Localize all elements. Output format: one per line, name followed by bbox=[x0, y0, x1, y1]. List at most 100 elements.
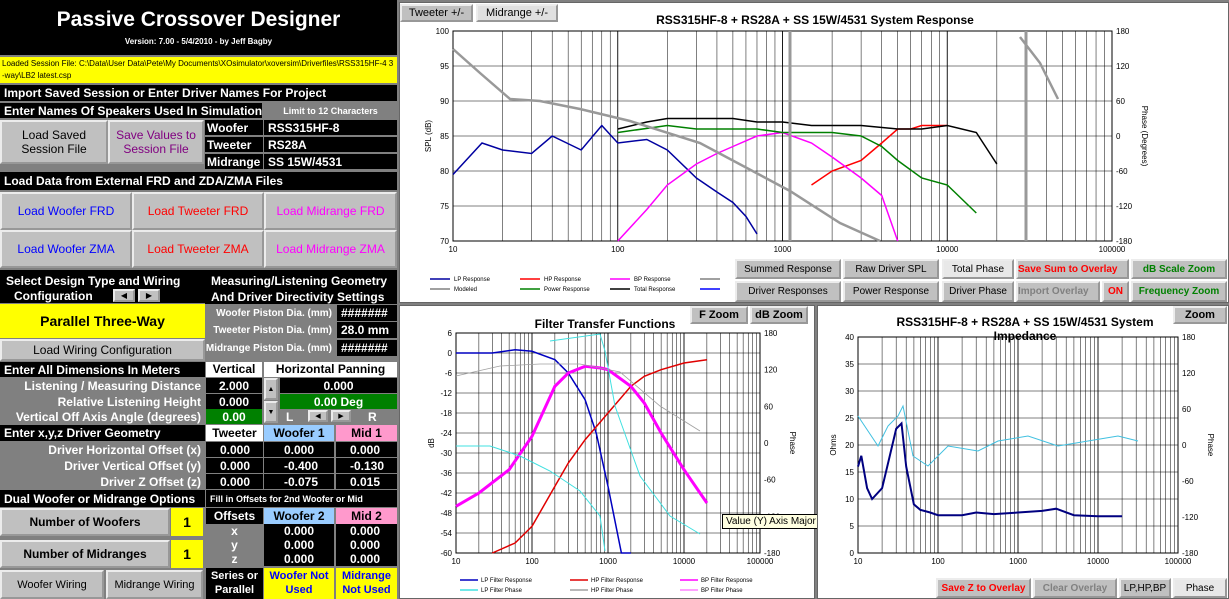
off-axis-value[interactable]: 0.00 bbox=[206, 409, 262, 424]
y2-tick-label: 120 bbox=[1182, 369, 1196, 378]
tweeter-name-label: Tweeter bbox=[205, 137, 263, 152]
load-midrange-zma-button[interactable]: Load Midrange ZMA bbox=[264, 230, 397, 268]
geom-row-y-woofer[interactable]: -0.400 bbox=[264, 458, 334, 473]
load-woofer-zma-button[interactable]: Load Woofer ZMA bbox=[0, 230, 132, 268]
geom-row-z-mid[interactable]: 0.015 bbox=[336, 474, 397, 489]
y-tick-label: 90 bbox=[440, 97, 449, 106]
plot-frame bbox=[452, 30, 1113, 242]
lp-hp-bp-button[interactable]: LP,HP,BP bbox=[1119, 578, 1171, 598]
spl-series-3 bbox=[617, 124, 977, 214]
geom-row-y-mid[interactable]: -0.130 bbox=[336, 458, 397, 473]
mid-piston-value[interactable]: ####### bbox=[337, 340, 397, 356]
x-tick-label: 100000 bbox=[747, 557, 774, 566]
import-overlay-button[interactable]: Import Overlay bbox=[1016, 281, 1100, 302]
geom-row-z-tweeter[interactable]: 0.000 bbox=[206, 474, 263, 489]
design-header-2: Configuration bbox=[14, 289, 93, 303]
dual-y-woofer[interactable]: 0.000 bbox=[264, 538, 334, 552]
listen-distance-h-value[interactable]: 0.000 bbox=[280, 378, 397, 393]
y2-tick-label: 0 bbox=[1116, 132, 1121, 141]
dual-y-mid[interactable]: 0.000 bbox=[336, 538, 397, 552]
x-tick-label: 10 bbox=[854, 557, 863, 566]
tweeter-piston-value[interactable]: 28.0 mm bbox=[337, 322, 397, 338]
offsets-header: Offsets bbox=[206, 508, 263, 524]
midrange-wiring-button[interactable]: Midrange Wiring bbox=[106, 570, 203, 599]
y2-tick-label: 180 bbox=[1182, 333, 1196, 342]
db-zoom-button[interactable]: dB Zoom bbox=[750, 306, 808, 324]
num-woofers-value[interactable]: 1 bbox=[171, 508, 203, 536]
num-mids-value[interactable]: 1 bbox=[171, 540, 203, 568]
col-tweeter-header: Tweeter bbox=[206, 425, 263, 441]
dual-z-woofer[interactable]: 0.000 bbox=[264, 552, 334, 566]
legend-label: LP Filter Phase bbox=[481, 588, 523, 594]
geom-row-x-mid[interactable]: 0.000 bbox=[336, 442, 397, 457]
x-tick-label: 10000 bbox=[1087, 557, 1110, 566]
pan-value: 0.00 Deg bbox=[280, 394, 397, 409]
listen-distance-value[interactable]: 2.000 bbox=[206, 378, 262, 393]
pan-right-button[interactable]: ▶ bbox=[331, 410, 351, 422]
overlay-on-button[interactable]: ON bbox=[1102, 281, 1129, 302]
x-tick-label: 1000 bbox=[599, 557, 617, 566]
pan-left-button[interactable]: ◀ bbox=[308, 410, 328, 422]
db-scale-zoom-button[interactable]: dB Scale Zoom bbox=[1131, 259, 1227, 279]
frequency-zoom-button[interactable]: Frequency Zoom bbox=[1131, 281, 1227, 302]
y-tick-label: -48 bbox=[440, 509, 452, 518]
geom-row-y-tweeter[interactable]: 0.000 bbox=[206, 458, 263, 473]
midrange-name-field[interactable]: SS 15W/4531 bbox=[264, 154, 397, 169]
impedance-zoom-button[interactable]: Zoom bbox=[1173, 306, 1227, 324]
y2-tick-label: -180 bbox=[1116, 237, 1133, 246]
tab-tweeter[interactable]: Tweeter +/- bbox=[400, 4, 473, 22]
total-phase-button[interactable]: Total Phase bbox=[942, 259, 1014, 279]
save-sum-overlay-button[interactable]: Save Sum to Overlay bbox=[1016, 259, 1129, 279]
raw-driver-spl-button[interactable]: Raw Driver SPL bbox=[843, 259, 939, 279]
y2-tick-label: 120 bbox=[764, 366, 778, 375]
woofer-wiring-button[interactable]: Woofer Wiring bbox=[0, 570, 104, 599]
y2-tick-label: -60 bbox=[1182, 477, 1194, 486]
save-z-overlay-button[interactable]: Save Z to Overlay bbox=[936, 578, 1031, 598]
legend-label: LP Response bbox=[454, 277, 491, 283]
dual-x-mid[interactable]: 0.000 bbox=[336, 524, 397, 538]
impedance-chart: 40 35 30 25 20 15 10 5 0 180 120 60 0 -60 -120 -180 10 10… bbox=[829, 333, 1215, 566]
clear-overlay-button[interactable]: Clear Overlay bbox=[1033, 578, 1117, 598]
app-version: Version: 7.00 - 5/4/2010 - by Jeff Bagby bbox=[124, 37, 273, 46]
save-values-button[interactable]: Save Values to Session File bbox=[108, 120, 204, 164]
load-tweeter-zma-button[interactable]: Load Tweeter ZMA bbox=[132, 230, 264, 268]
vertical-spin-up[interactable]: ▲ bbox=[264, 378, 278, 400]
geometry-xyz-header: Enter x,y,z Driver Geometry bbox=[0, 425, 205, 441]
driver-phase-button[interactable]: Driver Phase bbox=[942, 281, 1014, 302]
geometry-header-2: And Driver Directivity Settings bbox=[211, 290, 385, 304]
load-tweeter-frd-button[interactable]: Load Tweeter FRD bbox=[132, 192, 264, 230]
midrange-name-label: Midrange bbox=[205, 154, 263, 169]
f-zoom-button[interactable]: F Zoom bbox=[690, 306, 748, 324]
woofer-piston-value[interactable]: ####### bbox=[337, 305, 397, 321]
tweeter-name-field[interactable]: RS28A bbox=[264, 137, 397, 152]
x-tick-label: 1000 bbox=[774, 245, 792, 254]
load-wiring-button[interactable]: Load Wiring Configuration bbox=[0, 339, 205, 361]
vertical-header: Vertical bbox=[206, 362, 262, 377]
session-file-path: Loaded Session File: C:\Data\User Data\P… bbox=[0, 57, 397, 83]
x-tick-label: 100000 bbox=[1099, 245, 1126, 254]
load-woofer-frd-button[interactable]: Load Woofer FRD bbox=[0, 192, 132, 230]
dual-x-woofer[interactable]: 0.000 bbox=[264, 524, 334, 538]
listen-height-value[interactable]: 0.000 bbox=[206, 394, 262, 409]
driver-responses-button[interactable]: Driver Responses bbox=[735, 281, 841, 302]
tab-midrange[interactable]: Midrange +/- bbox=[476, 4, 558, 22]
load-midrange-frd-button[interactable]: Load Midrange FRD bbox=[264, 192, 397, 230]
x-tick-label: 1000 bbox=[1009, 557, 1027, 566]
design-prev-spinner[interactable]: ◀ bbox=[113, 289, 135, 302]
design-type-display: Parallel Three-Way bbox=[0, 304, 205, 338]
load-session-button[interactable]: Load Saved Session File bbox=[0, 120, 108, 164]
dual-z-label: z bbox=[206, 552, 263, 566]
dual-z-mid[interactable]: 0.000 bbox=[336, 552, 397, 566]
phase-button[interactable]: Phase bbox=[1173, 578, 1227, 598]
geom-row-x-woofer[interactable]: 0.000 bbox=[264, 442, 334, 457]
power-response-button[interactable]: Power Response bbox=[843, 281, 939, 302]
summed-response-button[interactable]: Summed Response bbox=[735, 259, 841, 279]
vertical-spin-down[interactable]: ▼ bbox=[264, 401, 278, 423]
pan-left-label: L bbox=[286, 410, 294, 424]
woofer-name-field[interactable]: RSS315HF-8 bbox=[264, 120, 397, 135]
legend-label: BP Filter Response bbox=[701, 578, 753, 584]
design-next-spinner[interactable]: ▶ bbox=[138, 289, 160, 302]
geom-row-z-woofer[interactable]: -0.075 bbox=[264, 474, 334, 489]
legend-label: HP Response bbox=[544, 277, 582, 283]
geom-row-x-tweeter[interactable]: 0.000 bbox=[206, 442, 263, 457]
